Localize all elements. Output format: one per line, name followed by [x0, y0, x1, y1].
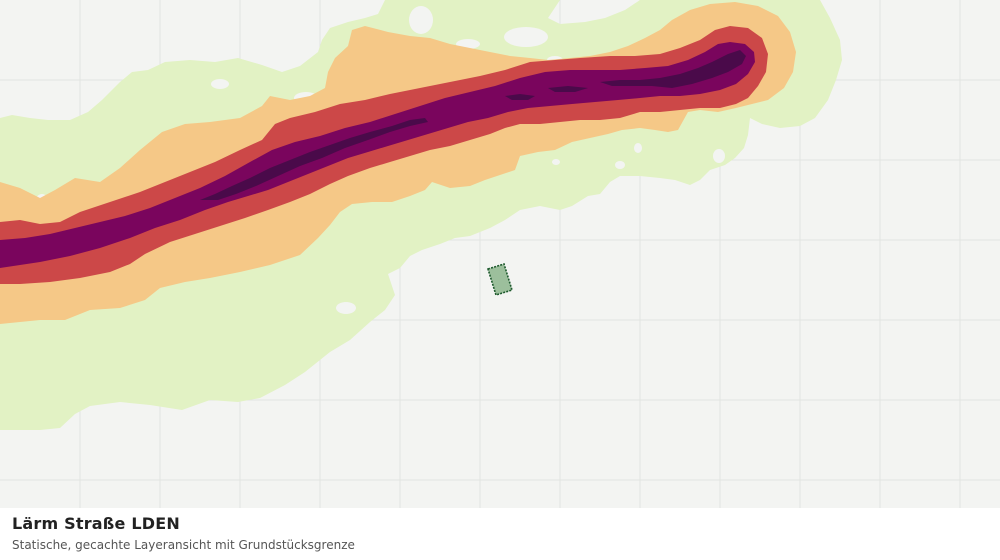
layer-title: Lärm Straße LDEN	[12, 514, 180, 533]
parcel-boundary[interactable]	[487, 262, 513, 297]
map-viewport[interactable]	[0, 0, 1000, 508]
parcel-polygon[interactable]	[487, 262, 513, 297]
noise-map-canvas[interactable]	[0, 0, 1000, 508]
layer-caption: Lärm Straße LDEN Statische, gecachte Lay…	[0, 508, 1000, 560]
layer-subtitle: Statische, gecachte Layeransicht mit Gru…	[12, 538, 355, 552]
noise-band-highest	[200, 50, 746, 200]
noise-band-high	[0, 42, 755, 268]
